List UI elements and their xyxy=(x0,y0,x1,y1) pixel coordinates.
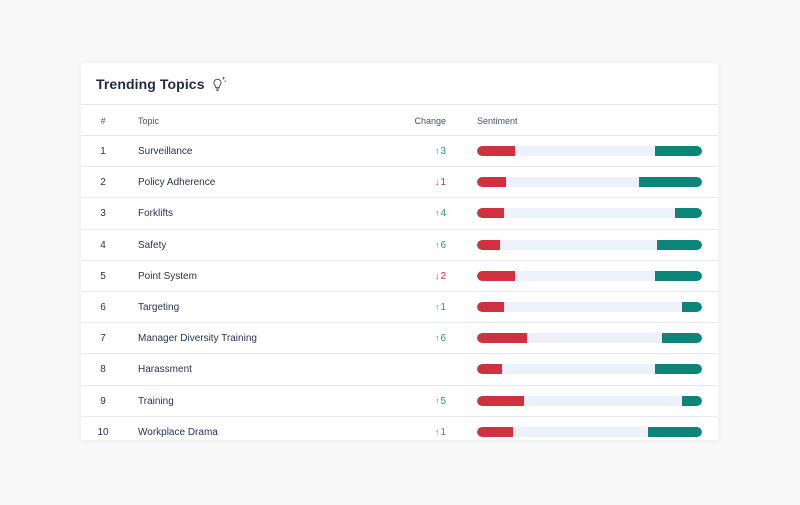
row-number: 8 xyxy=(100,364,106,376)
sentiment-positive-segment xyxy=(681,301,702,312)
sentiment-bar[interactable] xyxy=(477,239,702,250)
row-number: 2 xyxy=(100,177,106,189)
change-value: 2 xyxy=(440,270,446,282)
arrow-up-icon: ↑ xyxy=(434,301,440,312)
sentiment-negative-segment xyxy=(477,333,527,344)
sentiment-positive-segment xyxy=(654,146,702,156)
row-number: 6 xyxy=(100,301,106,313)
table-row[interactable]: 9 Training ↑5 xyxy=(81,386,718,417)
sentiment-negative-segment xyxy=(477,208,504,219)
row-number: 9 xyxy=(100,395,106,407)
arrow-up-icon: ↑ xyxy=(434,426,440,437)
row-number: 10 xyxy=(97,426,109,438)
topic-name[interactable]: Manager Diversity Training xyxy=(138,333,257,345)
sentiment-positive-segment xyxy=(661,333,702,344)
sentiment-negative-segment xyxy=(477,301,504,312)
topic-name[interactable]: Point System xyxy=(138,270,197,282)
change-indicator: ↓2 xyxy=(381,271,446,282)
arrow-up-icon: ↑ xyxy=(434,395,440,406)
row-number: 4 xyxy=(100,239,106,251)
topic-name[interactable]: Policy Adherence xyxy=(138,177,216,189)
topic-name[interactable]: Forklifts xyxy=(138,208,173,220)
sentiment-bar[interactable] xyxy=(477,146,702,156)
table-body: 1 Surveillance ↑3 2 Policy Adherence ↓1 3 Forkl… xyxy=(81,136,718,440)
sentiment-negative-segment xyxy=(477,270,516,281)
trending-topics-card: Trending Topics # Topic Change Sentiment… xyxy=(81,63,718,440)
sentiment-negative-segment xyxy=(477,395,525,406)
sentiment-positive-segment xyxy=(657,239,702,250)
sentiment-positive-segment xyxy=(654,364,702,375)
card-title: Trending Topics xyxy=(96,75,205,92)
sentiment-bar[interactable] xyxy=(477,208,702,219)
row-number: 1 xyxy=(100,146,106,157)
sentiment-bar[interactable] xyxy=(477,270,702,281)
header-sentiment: Sentiment xyxy=(477,116,518,126)
topic-name[interactable]: Training xyxy=(138,395,174,407)
sentiment-bar[interactable] xyxy=(477,333,702,344)
change-value: 4 xyxy=(440,208,446,220)
change-value: 3 xyxy=(440,146,446,157)
sentiment-negative-segment xyxy=(477,426,513,437)
sentiment-negative-segment xyxy=(477,177,507,188)
arrow-up-icon: ↑ xyxy=(434,146,440,156)
table-row[interactable]: 4 Safety ↑6 xyxy=(81,230,718,261)
arrow-up-icon: ↑ xyxy=(434,239,440,250)
lightbulb-sparkle-icon xyxy=(211,76,227,92)
table-row[interactable]: 7 Manager Diversity Training ↑6 xyxy=(81,323,718,355)
sentiment-negative-segment xyxy=(477,146,516,156)
table-row[interactable]: 8 Harassment xyxy=(81,354,718,386)
sentiment-bar[interactable] xyxy=(477,301,702,312)
change-indicator: ↑1 xyxy=(381,302,446,313)
card-header: Trending Topics xyxy=(81,63,718,105)
change-indicator: ↑6 xyxy=(381,333,446,344)
sentiment-positive-segment xyxy=(648,426,702,437)
sentiment-positive-segment xyxy=(675,208,702,219)
sentiment-bar[interactable] xyxy=(477,364,702,375)
table-header: # Topic Change Sentiment xyxy=(81,105,718,136)
header-topic: Topic xyxy=(138,116,160,126)
sentiment-bar[interactable] xyxy=(477,395,702,406)
change-value: 6 xyxy=(440,239,446,251)
table-row[interactable]: 1 Surveillance ↑3 xyxy=(81,136,718,168)
table-row[interactable]: 2 Policy Adherence ↓1 xyxy=(81,167,718,199)
change-value: 1 xyxy=(440,177,446,189)
table-row[interactable]: 5 Point System ↓2 xyxy=(81,261,718,292)
arrow-down-icon: ↓ xyxy=(434,270,440,281)
change-indicator: ↑5 xyxy=(381,396,446,407)
sentiment-bar[interactable] xyxy=(477,426,702,437)
change-indicator: ↓1 xyxy=(381,177,446,188)
change-value: 5 xyxy=(440,395,446,407)
row-number: 3 xyxy=(100,208,106,220)
row-number: 5 xyxy=(100,270,106,282)
table-row[interactable]: 6 Targeting ↑1 xyxy=(81,292,718,324)
sentiment-positive-segment xyxy=(639,177,702,188)
sentiment-negative-segment xyxy=(477,364,502,375)
sentiment-positive-segment xyxy=(681,395,702,406)
header-number: # xyxy=(100,116,106,126)
arrow-up-icon: ↑ xyxy=(434,333,440,344)
table-row[interactable]: 10 Workplace Drama ↑1 xyxy=(81,417,718,440)
change-indicator: ↑1 xyxy=(381,427,446,438)
table-row[interactable]: 3 Forklifts ↑4 xyxy=(81,198,718,230)
topic-name[interactable]: Surveillance xyxy=(138,146,193,157)
change-indicator: ↑6 xyxy=(381,240,446,251)
topic-name[interactable]: Harassment xyxy=(138,364,192,376)
change-indicator: ↑4 xyxy=(381,208,446,219)
topic-name[interactable]: Workplace Drama xyxy=(138,426,218,438)
change-value: 6 xyxy=(440,333,446,345)
topic-name[interactable]: Safety xyxy=(138,239,167,251)
topic-name[interactable]: Targeting xyxy=(138,301,180,313)
change-indicator: ↑3 xyxy=(381,146,446,157)
sentiment-bar[interactable] xyxy=(477,177,702,188)
sentiment-negative-segment xyxy=(477,239,500,250)
header-change: Change xyxy=(414,116,446,126)
arrow-up-icon: ↑ xyxy=(434,208,440,219)
sentiment-positive-segment xyxy=(654,270,702,281)
change-value: 1 xyxy=(440,426,446,438)
arrow-down-icon: ↓ xyxy=(434,177,440,188)
row-number: 7 xyxy=(100,333,106,345)
change-value: 1 xyxy=(440,301,446,313)
